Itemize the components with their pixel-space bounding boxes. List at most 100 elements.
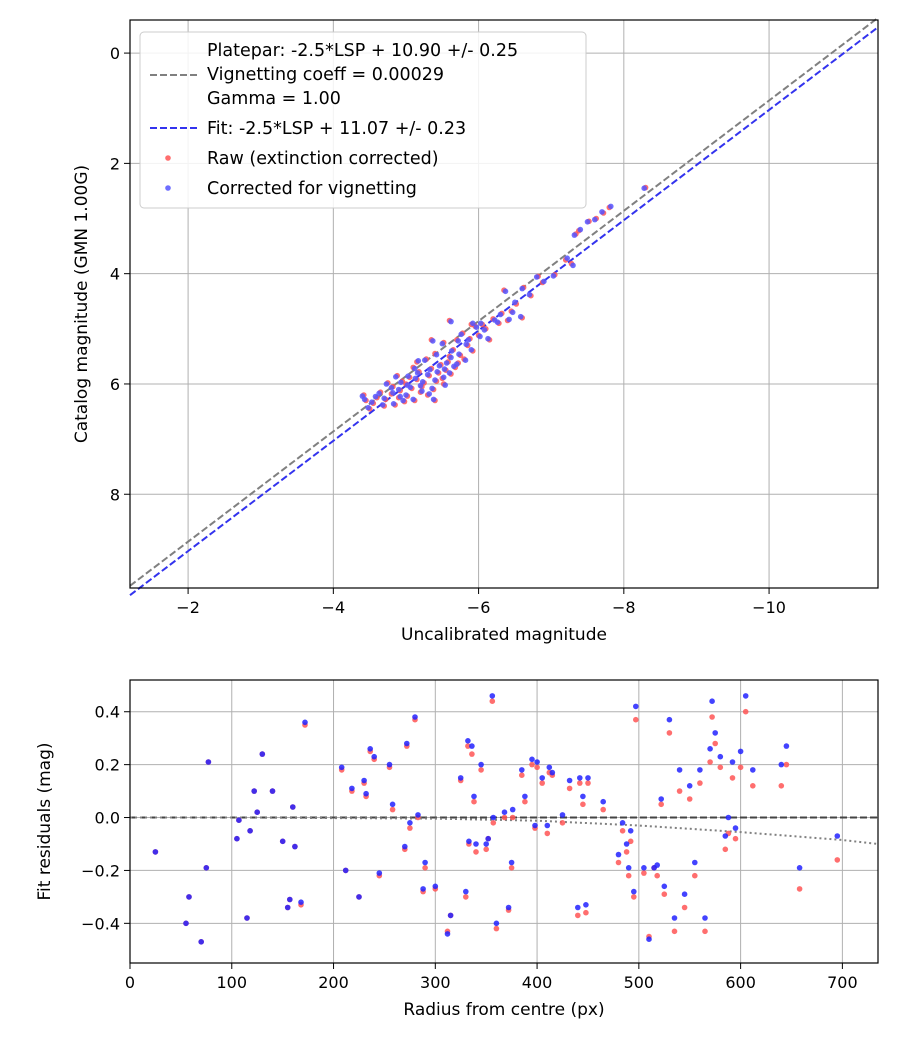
top-corrected-point [456, 351, 462, 358]
bottom-corrected-point [420, 886, 426, 892]
bottom-corrected-point [544, 822, 551, 829]
top-corrected-point [448, 318, 454, 325]
top-corrected-point [462, 357, 469, 364]
top-corrected-point [419, 388, 425, 394]
top-y-tick-label: 2 [110, 154, 120, 173]
bottom-corrected-point [236, 817, 242, 823]
bottom-corrected-point [254, 809, 260, 815]
top-plot-frame [129, 19, 879, 589]
bottom-raw-point [778, 783, 785, 789]
bottom-corrected-point [298, 899, 304, 905]
top-y-tick-label: 8 [110, 485, 120, 504]
bottom-corrected-point [349, 785, 355, 792]
bottom-raw-point [707, 759, 713, 765]
bottom-raw-point [583, 909, 589, 916]
bottom-raw-point [666, 730, 673, 736]
bottom-corrected-point [367, 746, 374, 752]
bottom-raw-point [465, 743, 471, 749]
bottom-raw-point [641, 870, 647, 876]
bottom-x-tick-label: 200 [318, 973, 349, 992]
bottom-corrected-point [709, 698, 715, 704]
bottom-x-tick-label: 600 [725, 973, 756, 992]
bottom-corrected-point [490, 814, 497, 821]
bottom-raw-point [686, 796, 693, 802]
bottom-corrected-point [583, 902, 589, 908]
bottom-corrected-point [493, 920, 500, 927]
bottom-corrected-point [444, 931, 451, 937]
top-corrected-point [422, 357, 428, 364]
top-corrected-point [509, 309, 516, 316]
bottom-corrected-point [287, 896, 293, 903]
bottom-corrected-point [186, 894, 192, 900]
top-corrected-point [491, 317, 498, 323]
top-corrected-point [641, 185, 647, 191]
top-corrected-point [481, 327, 488, 333]
top-y-tick-label: 6 [110, 375, 120, 394]
bottom-points [152, 693, 841, 945]
bottom-corrected-point [469, 743, 475, 749]
bottom-corrected-point [529, 756, 535, 763]
bottom-corrected-point [466, 838, 472, 845]
bottom-corrected-point [386, 761, 393, 768]
top-corrected-point [424, 371, 431, 378]
bottom-raw-point [692, 872, 698, 879]
bottom-corrected-point [834, 833, 841, 839]
bottom-corrected-point [269, 788, 276, 794]
bottom-corrected-point [627, 828, 634, 834]
top-corrected-point [577, 226, 584, 233]
bottom-corrected-point [742, 693, 749, 699]
top-corrected-point [455, 338, 462, 344]
bottom-corrected-point [623, 841, 630, 847]
bottom-corrected-point [183, 920, 189, 927]
bottom-y-tick-label: −0.4 [81, 914, 120, 933]
top-corrected-point [608, 203, 614, 210]
top-corrected-point [427, 366, 433, 373]
top-corrected-point [390, 401, 397, 407]
bottom-raw-point [508, 865, 515, 871]
top-ticks: −2 −4 −6 −8 −10 0 2 4 6 8 [110, 44, 786, 617]
bottom-corrected-point [712, 730, 718, 736]
top-x-tick-label: −4 [322, 598, 346, 617]
bottom-corrected-point [473, 841, 479, 847]
top-corrected-point [430, 338, 436, 344]
bottom-corrected-point [625, 865, 632, 871]
bottom-raw-point [737, 764, 744, 771]
top-corrected-point [404, 382, 411, 388]
bottom-corrected-point [615, 851, 622, 858]
bottom-raw-point [544, 830, 551, 837]
bottom-corrected-point [505, 904, 512, 911]
top-corrected-point [571, 232, 578, 238]
bottom-corrected-point [646, 936, 652, 942]
top-corrected-point [365, 404, 372, 411]
top-corrected-point [599, 209, 605, 215]
bottom-x-tick-label: 400 [522, 973, 553, 992]
bottom-corrected-point [707, 746, 713, 752]
bottom-raw-point [732, 835, 739, 842]
bottom-corrected-point [251, 788, 257, 794]
bottom-corrected-point [692, 859, 698, 866]
bottom-corrected-point [732, 825, 739, 831]
legend-raw-marker [165, 155, 171, 161]
top-corrected-point [411, 365, 418, 372]
bottom-corrected-point [489, 693, 496, 699]
bottom-corrected-point [432, 883, 439, 890]
top-line-platepar [129, 17, 879, 587]
bottom-raw-point [478, 767, 484, 773]
top-corrected-point [463, 341, 470, 348]
bottom-corrected-point [722, 833, 729, 839]
bottom-corrected-point [415, 812, 421, 818]
top-corrected-point [485, 335, 491, 342]
top-corrected-point [405, 373, 411, 380]
bottom-corrected-point [389, 801, 396, 808]
bottom-raw-point [697, 780, 703, 786]
bottom-raw-point [534, 764, 540, 771]
bottom-corrected-point [422, 859, 428, 866]
bottom-corrected-point [546, 764, 553, 771]
top-corrected-point [430, 396, 437, 403]
top-corrected-point [398, 379, 404, 386]
bottom-raw-point [577, 780, 583, 786]
bottom-corrected-point [654, 862, 660, 868]
bottom-raw-point [702, 928, 708, 935]
bottom-raw-point [490, 820, 497, 826]
bottom-raw-point [501, 814, 508, 821]
